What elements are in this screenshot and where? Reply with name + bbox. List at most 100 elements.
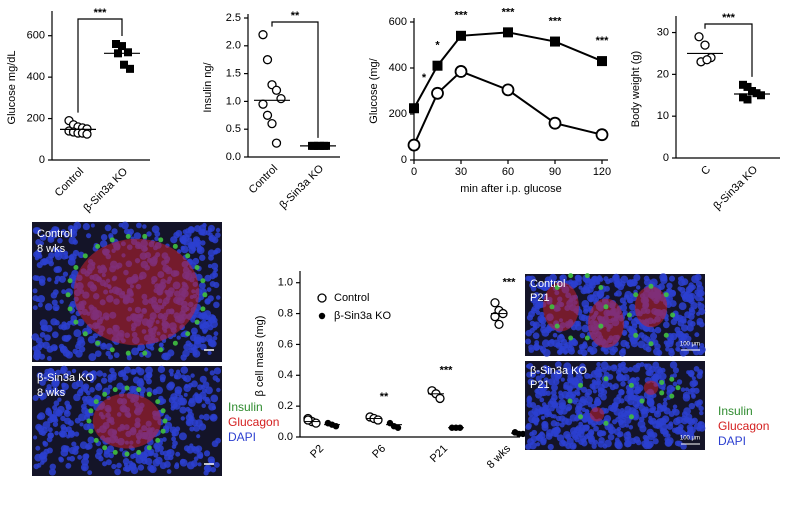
nucleus <box>45 324 53 333</box>
stain-legend: DAPI <box>228 430 256 444</box>
nucleus <box>93 394 100 401</box>
nucleus <box>560 377 565 382</box>
nucleus <box>166 469 172 474</box>
nucleus <box>211 405 217 411</box>
nucleus <box>578 421 584 427</box>
nucleus <box>114 468 122 476</box>
nucleus <box>665 346 670 352</box>
stain-legend: Glucagon <box>228 415 279 429</box>
nucleus <box>628 424 634 430</box>
nucleus <box>579 332 586 339</box>
nucleus <box>561 390 570 399</box>
nucleus <box>614 439 622 448</box>
nucleus <box>198 282 206 290</box>
nucleus <box>180 245 189 254</box>
nucleus <box>59 299 64 304</box>
y-tick-label: 30 <box>657 26 669 38</box>
nucleus <box>113 352 120 358</box>
nucleus <box>609 384 616 391</box>
nucleus <box>63 335 71 342</box>
nucleus <box>111 228 118 235</box>
nucleus <box>188 342 193 348</box>
point <box>739 80 747 89</box>
nucleus <box>541 390 548 397</box>
nucleus <box>33 352 41 361</box>
nucleus <box>672 417 681 426</box>
nucleus <box>672 408 680 416</box>
nucleus <box>192 349 201 358</box>
nucleus <box>699 410 704 416</box>
nucleus <box>199 375 207 383</box>
nucleus <box>69 455 76 462</box>
nucleus <box>584 412 590 419</box>
nucleus <box>166 449 175 457</box>
insulin-stain <box>125 233 131 239</box>
nucleus <box>37 253 43 259</box>
nucleus <box>672 404 678 409</box>
nucleus <box>176 335 181 340</box>
nucleus <box>105 459 112 466</box>
nucleus <box>207 249 216 257</box>
nucleus <box>530 295 538 304</box>
insulin-stain <box>125 350 131 356</box>
nucleus <box>551 384 558 392</box>
nucleus <box>698 345 706 354</box>
nucleus <box>574 397 579 403</box>
nucleus <box>691 379 699 387</box>
nucleus <box>643 438 650 445</box>
insulin-stain <box>626 312 632 318</box>
insulin-stain <box>102 445 108 451</box>
nucleus <box>37 302 43 308</box>
nucleus <box>616 393 622 400</box>
nucleus <box>658 283 665 290</box>
nucleus <box>663 407 671 415</box>
micrograph-label: β-Sin3a KO <box>530 365 588 377</box>
point <box>743 95 752 104</box>
nucleus <box>130 454 136 459</box>
nucleus <box>89 373 97 381</box>
nucleus <box>612 274 619 281</box>
nucleus <box>525 443 532 450</box>
nucleus <box>46 383 52 390</box>
insulin-stain <box>142 233 148 239</box>
nucleus <box>592 439 599 445</box>
nucleus <box>545 432 553 440</box>
point <box>494 319 504 330</box>
nucleus <box>54 430 59 436</box>
nucleus <box>122 457 130 465</box>
y-tick-label: 2.0 <box>226 40 241 52</box>
nucleus <box>620 275 629 284</box>
y-axis-label: Body weight (g) <box>630 51 642 127</box>
nucleus <box>687 426 694 433</box>
y-tick-label: 400 <box>27 71 45 83</box>
nucleus <box>57 397 62 402</box>
micrograph-label: β-Sin3a KO <box>37 372 95 384</box>
nucleus <box>596 380 601 386</box>
point <box>271 138 282 148</box>
nucleus <box>613 292 619 297</box>
nucleus <box>697 303 705 310</box>
nucleus <box>206 287 212 292</box>
nucleus <box>591 379 597 384</box>
significance: ** <box>380 391 389 403</box>
legend-label: β-Sin3a KO <box>334 310 392 322</box>
nucleus <box>596 280 601 285</box>
point <box>694 32 704 42</box>
nucleus <box>32 275 39 281</box>
significance: *** <box>503 277 517 289</box>
nucleus <box>642 343 650 351</box>
nucleus <box>683 431 688 437</box>
nucleus <box>575 370 583 377</box>
nucleus <box>540 326 548 334</box>
y-tick-label: 1.5 <box>226 68 241 80</box>
nucleus <box>690 301 698 310</box>
glucagon-stain <box>588 298 624 348</box>
nucleus <box>626 297 633 304</box>
nucleus <box>40 460 45 465</box>
nucleus <box>646 398 655 407</box>
nucleus <box>183 392 188 397</box>
nucleus <box>535 310 541 316</box>
nucleus <box>87 470 93 476</box>
nucleus <box>567 386 573 392</box>
insulin-stain <box>73 264 79 270</box>
